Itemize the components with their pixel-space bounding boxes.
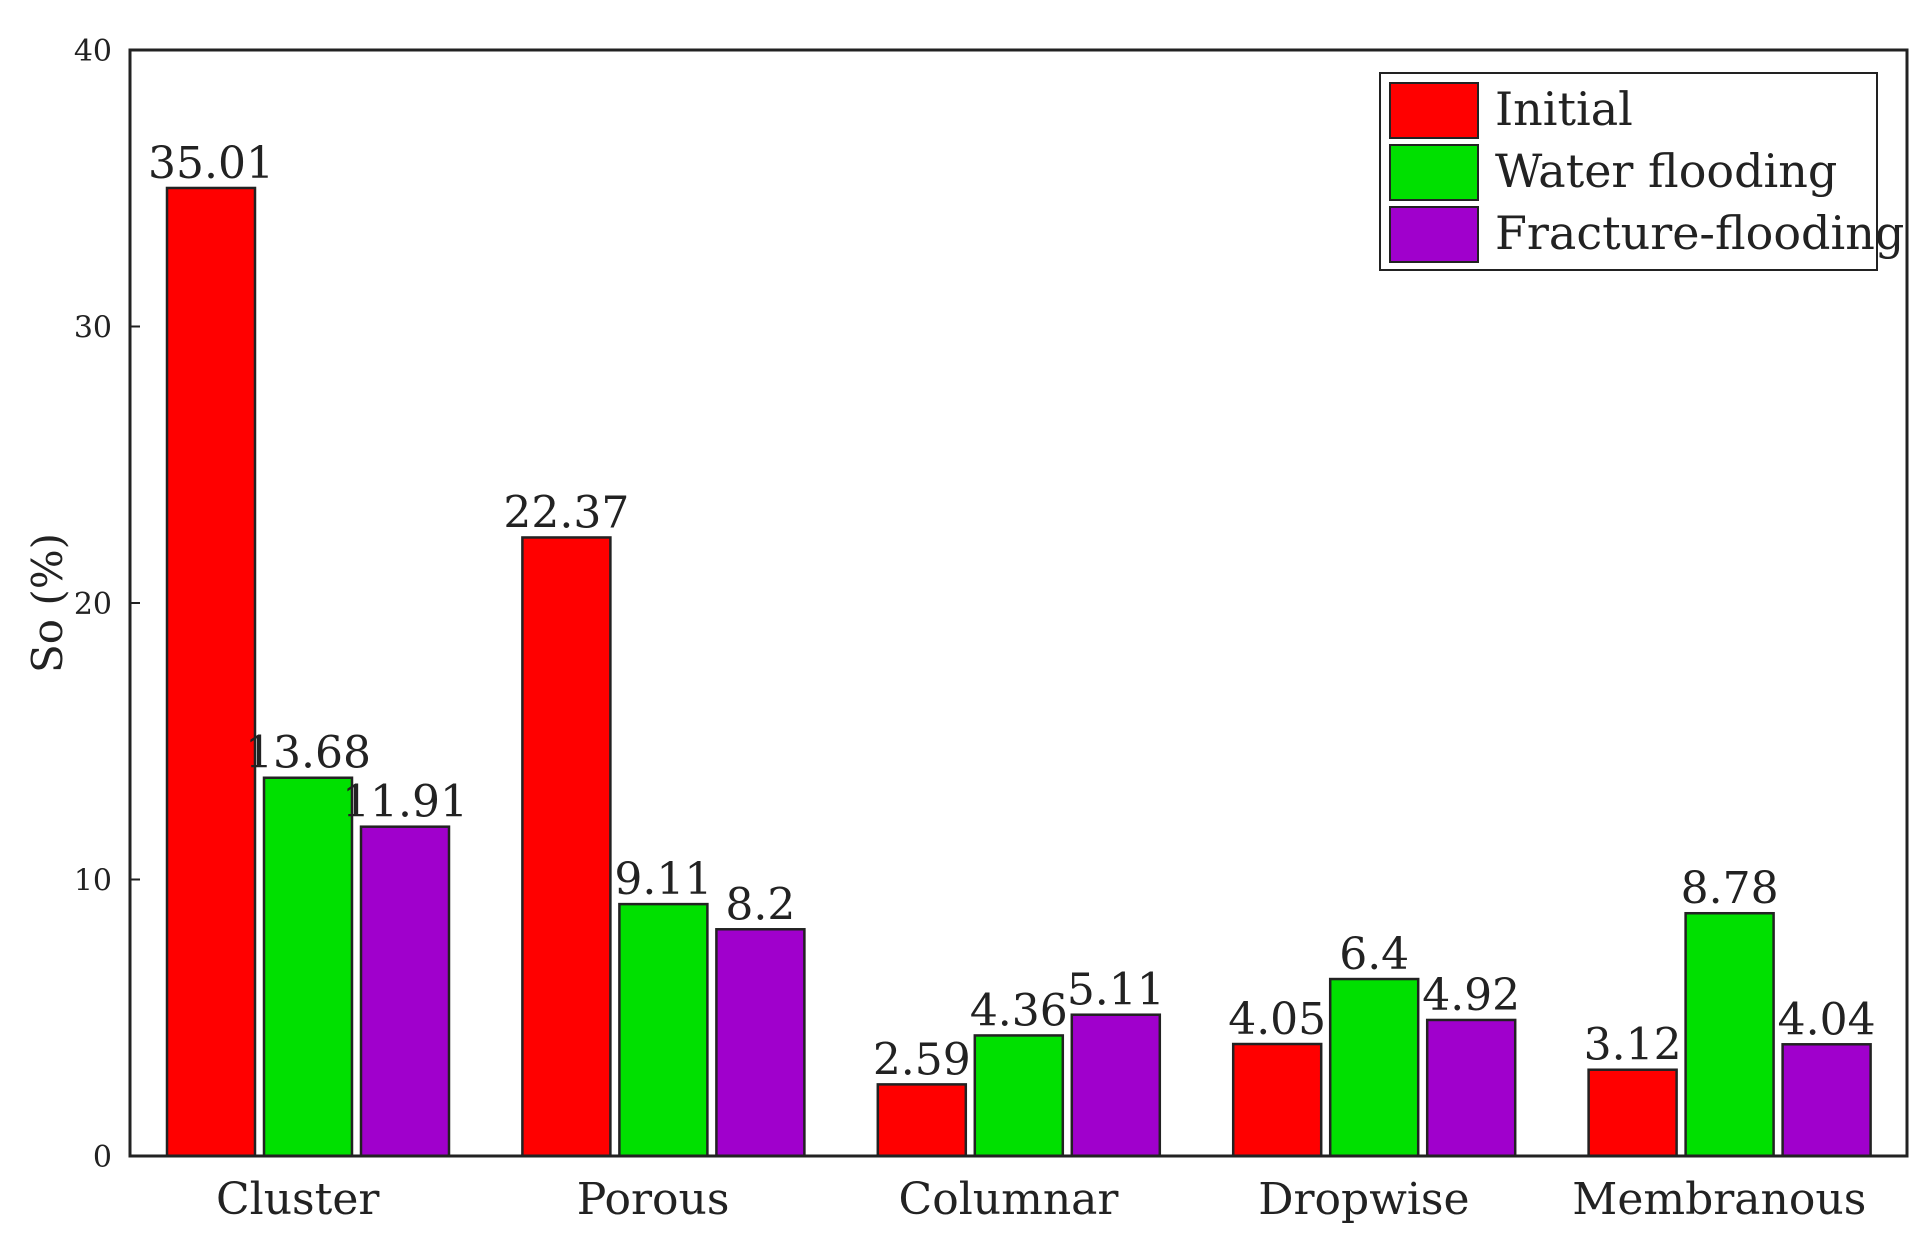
bar-value-label: 4.05: [1228, 994, 1326, 1045]
bars-layer: [165, 186, 1872, 1158]
legend-swatch: [1389, 206, 1479, 263]
bar-water-flooding-dropwise: [1328, 977, 1420, 1158]
y-tick-label: 20: [74, 587, 112, 622]
bar-initial-membranous: [1587, 1068, 1678, 1158]
y-tick-label: 30: [74, 311, 112, 346]
legend: Initial Water flooding Fracture-flooding: [1379, 72, 1904, 271]
legend-swatch: [1389, 144, 1479, 201]
bar-value-label: 4.36: [970, 985, 1068, 1036]
bar-value-label: 6.4: [1339, 929, 1409, 980]
bar-value-label: 22.37: [503, 487, 629, 538]
bar-value-label: 13.68: [245, 728, 371, 779]
bar-value-label: 9.11: [614, 854, 712, 905]
legend-swatch: [1389, 82, 1479, 139]
bar-water-flooding-membranous: [1684, 911, 1775, 1158]
bar-value-label: 5.11: [1067, 965, 1165, 1016]
legend-label: Water flooding: [1495, 144, 1837, 198]
bar-value-label: 8.78: [1681, 863, 1779, 914]
y-tick-label: 10: [74, 864, 112, 899]
y-tick-label: 40: [74, 34, 112, 69]
bar-value-label: 4.92: [1422, 970, 1520, 1021]
y-axis-ticks: 0 10 20 30 40: [74, 34, 140, 1175]
bar-fracture-flooding-membranous: [1781, 1043, 1872, 1158]
bar-value-label: 11.91: [342, 777, 468, 828]
bar-initial-columnar: [876, 1083, 968, 1158]
legend-label: Initial: [1495, 82, 1633, 136]
x-category-label: Porous: [577, 1174, 730, 1225]
bar-fracture-flooding-porous: [715, 928, 806, 1158]
x-category-label: Membranous: [1572, 1174, 1866, 1225]
y-axis-title: So (%): [23, 533, 72, 673]
bar-initial-cluster: [165, 186, 257, 1158]
bar-value-label: 8.2: [725, 879, 795, 930]
bar-fracture-flooding-dropwise: [1425, 1018, 1517, 1158]
legend-label: Fracture-flooding: [1495, 206, 1904, 260]
bar-water-flooding-porous: [618, 902, 709, 1158]
bar-fracture-flooding-columnar: [1070, 1013, 1162, 1158]
bar-value-label: 35.01: [148, 138, 274, 189]
bar-fracture-flooding-cluster: [359, 825, 451, 1158]
bar-water-flooding-cluster: [262, 776, 354, 1158]
bar-value-label: 3.12: [1584, 1020, 1682, 1071]
bar-initial-dropwise: [1231, 1042, 1323, 1158]
bar-initial-porous: [521, 536, 612, 1158]
y-tick-label: 0: [93, 1140, 112, 1175]
x-category-label: Columnar: [899, 1174, 1120, 1225]
x-category-label: Cluster: [216, 1174, 380, 1225]
bar-water-flooding-columnar: [973, 1034, 1065, 1158]
bar-value-label: 2.59: [873, 1034, 971, 1085]
x-category-label: Dropwise: [1258, 1174, 1469, 1225]
bar-value-label: 4.04: [1778, 994, 1876, 1045]
x-axis-category-labels: Cluster Porous Columnar Dropwise Membranous: [216, 1174, 1866, 1225]
